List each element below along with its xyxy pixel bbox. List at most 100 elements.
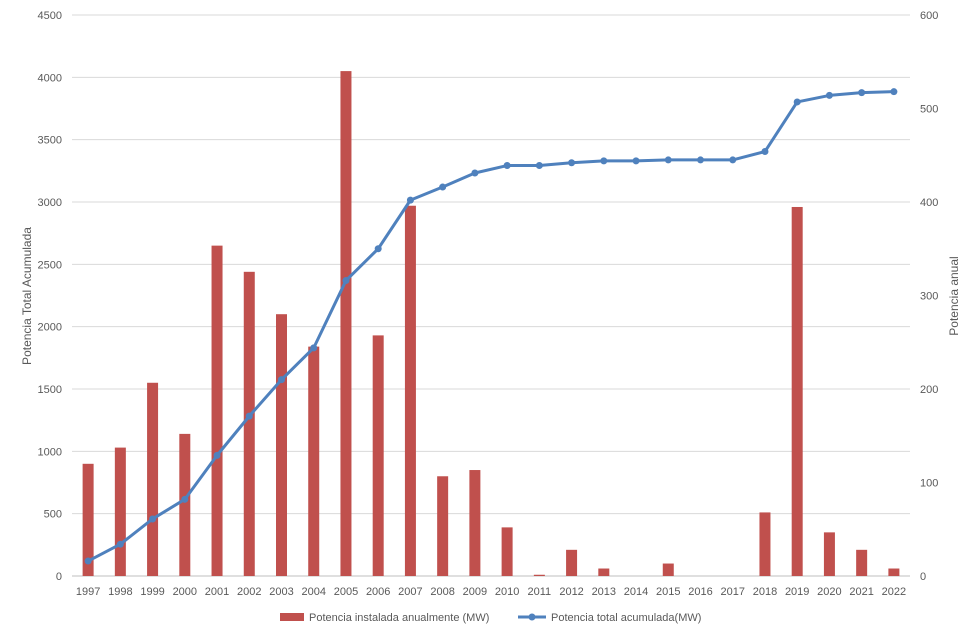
- x-tick-label: 2000: [173, 586, 197, 598]
- x-tick-label: 2021: [849, 586, 873, 598]
- x-tick-label: 2019: [785, 586, 809, 598]
- line-point: [600, 157, 608, 165]
- series-line: [87, 90, 894, 563]
- bar: [276, 314, 287, 576]
- left-tick-label: 4500: [38, 10, 62, 22]
- left-axis-ticks: 0 500 1000 1500 2000 2500 3000 3500 4000 4500: [38, 10, 62, 583]
- bar: [179, 433, 191, 576]
- line-point: [729, 156, 737, 164]
- bar: [501, 527, 513, 576]
- line-point: [84, 557, 92, 565]
- x-tick-label: 2020: [817, 586, 841, 598]
- bar: [791, 206, 803, 576]
- bar: [856, 549, 868, 576]
- line-point: [245, 412, 253, 420]
- legend-bar-swatch: [280, 613, 304, 621]
- line-point: [213, 451, 221, 459]
- x-tick-label: 2008: [430, 586, 454, 598]
- left-tick-label: 1500: [38, 384, 62, 396]
- x-tick-label: 2003: [269, 586, 293, 598]
- bar: [662, 563, 674, 576]
- bar: [147, 382, 159, 576]
- line-point: [568, 159, 576, 167]
- right-tick-label: 500: [920, 104, 938, 116]
- x-tick-label: 2018: [753, 586, 777, 598]
- line-point: [503, 162, 511, 170]
- bar: [759, 512, 771, 576]
- bar: [469, 470, 481, 576]
- bar: [243, 271, 255, 576]
- bar-series: [82, 71, 900, 577]
- line-point: [149, 515, 157, 523]
- line-point: [471, 169, 479, 177]
- bar: [404, 205, 416, 577]
- left-tick-label: 1000: [38, 446, 62, 458]
- bar: [114, 447, 126, 576]
- x-tick-label: 2004: [301, 586, 325, 598]
- right-tick-label: 600: [920, 10, 938, 22]
- x-tick-label: 2006: [366, 586, 390, 598]
- bar: [372, 335, 384, 576]
- line-point: [825, 91, 833, 99]
- line-point: [278, 376, 285, 384]
- x-tick-label: 2009: [463, 586, 487, 598]
- x-tick-label: 2010: [495, 586, 519, 598]
- x-tick-label: 2011: [528, 586, 552, 598]
- line-point: [374, 245, 382, 253]
- line-point: [697, 156, 704, 164]
- line-point: [535, 162, 543, 170]
- legend-line-label: Potencia total acumulada(MW): [551, 612, 701, 624]
- bar: [888, 568, 900, 576]
- line-point: [310, 344, 318, 352]
- right-axis-ticks: 0 100 200 300 400 500 600: [920, 10, 938, 583]
- x-tick-label: 2002: [237, 586, 261, 598]
- legend: Potencia instalada anualmente (MW) Poten…: [280, 612, 701, 624]
- line-point: [632, 157, 640, 165]
- bar: [211, 245, 223, 576]
- x-tick-label: 2001: [205, 586, 229, 598]
- right-tick-label: 0: [920, 571, 926, 583]
- x-tick-label: 2015: [656, 586, 680, 598]
- right-tick-label: 200: [920, 384, 938, 396]
- x-tick-label: 2017: [720, 586, 744, 598]
- legend-bar-label: Potencia instalada anualmente (MW): [309, 612, 489, 624]
- x-tick-label: 2016: [688, 586, 712, 598]
- bar: [437, 476, 449, 576]
- left-tick-label: 0: [56, 571, 62, 583]
- right-tick-label: 400: [920, 197, 938, 209]
- x-tick-label: 2005: [334, 586, 358, 598]
- line-point: [664, 156, 672, 164]
- bar: [533, 574, 545, 576]
- left-axis-title: Potencia Total Acumulada: [20, 227, 34, 365]
- gridlines: [72, 14, 910, 577]
- x-tick-label: 2013: [592, 586, 616, 598]
- left-tick-label: 4000: [38, 72, 62, 84]
- bar: [308, 346, 320, 576]
- right-tick-label: 300: [920, 291, 938, 303]
- x-tick-label: 2012: [559, 586, 583, 598]
- x-tick-label: 2022: [882, 586, 906, 598]
- left-tick-label: 2000: [38, 322, 62, 334]
- line-point: [342, 277, 350, 285]
- bar: [566, 549, 578, 576]
- right-tick-label: 100: [920, 478, 938, 490]
- x-tick-label: 2014: [624, 586, 648, 598]
- x-tick-label: 2007: [398, 586, 422, 598]
- line-point: [761, 148, 769, 156]
- line-point: [406, 196, 414, 204]
- bar: [340, 71, 352, 576]
- x-tick-label: 1999: [140, 586, 164, 598]
- bar: [823, 532, 835, 576]
- line-point: [858, 89, 866, 97]
- line-point: [116, 540, 124, 548]
- x-tick-label: 1998: [108, 586, 132, 598]
- line-series: [84, 88, 898, 565]
- line-point: [439, 183, 447, 191]
- line-point: [890, 88, 898, 96]
- left-tick-label: 2500: [38, 259, 62, 271]
- line-point: [793, 98, 801, 106]
- legend-line-marker: [528, 613, 536, 621]
- bar: [82, 463, 94, 576]
